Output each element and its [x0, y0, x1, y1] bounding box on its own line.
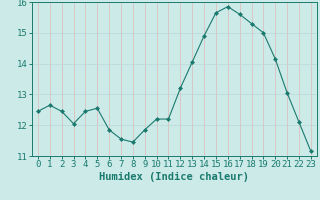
X-axis label: Humidex (Indice chaleur): Humidex (Indice chaleur) [100, 172, 249, 182]
